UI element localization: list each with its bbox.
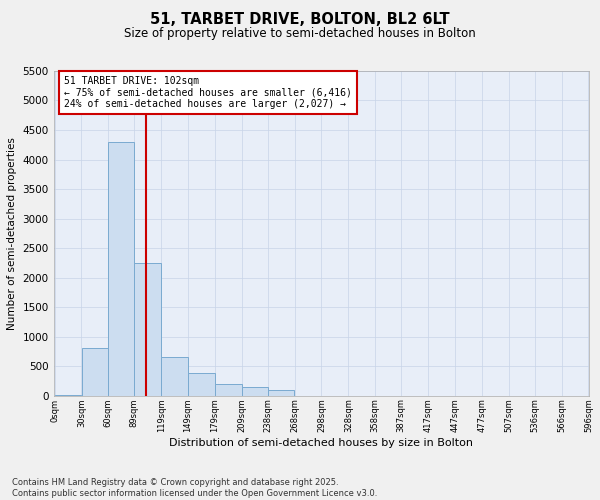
- X-axis label: Distribution of semi-detached houses by size in Bolton: Distribution of semi-detached houses by …: [169, 438, 473, 448]
- Text: Contains HM Land Registry data © Crown copyright and database right 2025.
Contai: Contains HM Land Registry data © Crown c…: [12, 478, 377, 498]
- Bar: [215, 384, 242, 396]
- Bar: [55, 394, 81, 396]
- Bar: [188, 374, 215, 396]
- Y-axis label: Number of semi-detached properties: Number of semi-detached properties: [7, 137, 17, 330]
- Bar: [134, 263, 161, 396]
- Bar: [82, 348, 108, 396]
- Bar: [242, 387, 268, 396]
- Bar: [268, 390, 295, 396]
- Text: 51 TARBET DRIVE: 102sqm
← 75% of semi-detached houses are smaller (6,416)
24% of: 51 TARBET DRIVE: 102sqm ← 75% of semi-de…: [64, 76, 352, 109]
- Text: Size of property relative to semi-detached houses in Bolton: Size of property relative to semi-detach…: [124, 28, 476, 40]
- Bar: [161, 358, 188, 396]
- Bar: [109, 142, 134, 396]
- Text: 51, TARBET DRIVE, BOLTON, BL2 6LT: 51, TARBET DRIVE, BOLTON, BL2 6LT: [150, 12, 450, 28]
